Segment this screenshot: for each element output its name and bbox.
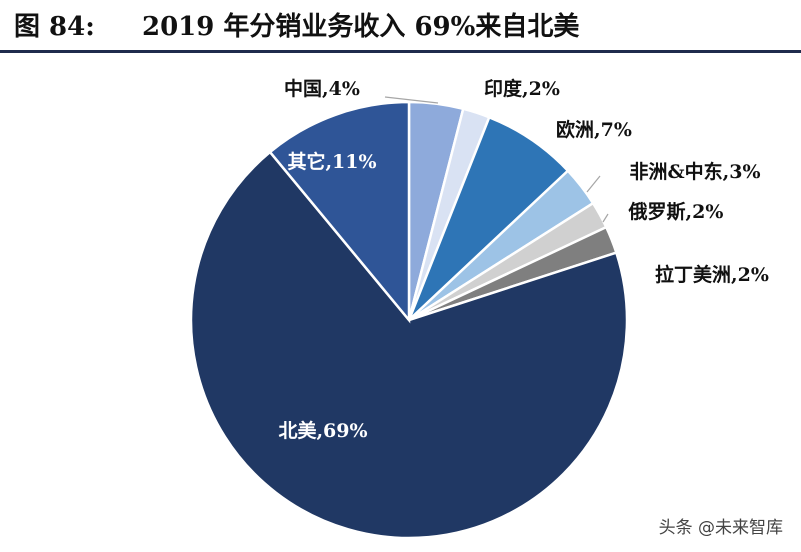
figure-number: 图 84: xyxy=(14,12,95,42)
pie-slice xyxy=(268,100,411,324)
slice-label: 其它,11% xyxy=(287,150,376,173)
slice-label: 非洲&中东,3% xyxy=(629,160,760,183)
slice-label: 拉丁美洲,2% xyxy=(655,263,769,286)
leader-line xyxy=(602,213,609,223)
slice-label: 俄罗斯,2% xyxy=(628,200,724,223)
figure-header: 图 84: 2019 年分销业务收入 69%来自北美 xyxy=(0,0,801,50)
slice-label: 印度,2% xyxy=(484,77,560,100)
leader-line xyxy=(586,175,601,193)
slice-label: 中国,4% xyxy=(284,77,360,100)
leader-line xyxy=(384,96,439,104)
pie-slice xyxy=(189,150,629,540)
slice-label: 欧洲,7% xyxy=(556,118,632,141)
header-rule xyxy=(0,50,801,53)
slice-label: 北美,69% xyxy=(278,419,367,442)
chart-title: 2019 年分销业务收入 69%来自北美 xyxy=(142,12,580,42)
watermark: 头条 @未来智库 xyxy=(658,518,783,538)
